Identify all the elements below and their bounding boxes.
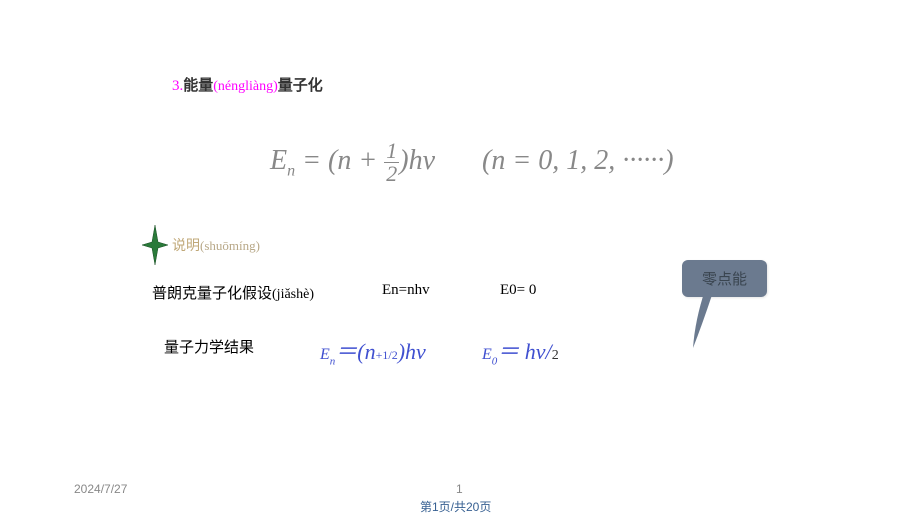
qm-label: 量子力学结果 xyxy=(164,336,254,357)
shuoming-text: 说明 xyxy=(172,239,200,254)
qm1-half: +1/2 xyxy=(376,348,398,362)
main-formula: En = (n + 12)hv (n = 0, 1, 2, ······) xyxy=(270,140,674,185)
qm1-E: E xyxy=(320,346,330,363)
slide: 3.能量(néngliàng)量子化 En = (n + 12)hv (n = … xyxy=(0,0,920,518)
qm2-hv: hv/ xyxy=(525,339,552,364)
callout-text: 零点能 xyxy=(702,272,747,288)
formula-close: ) xyxy=(399,145,408,176)
frac-num: 1 xyxy=(384,140,399,163)
qm1-hv: hv xyxy=(405,339,426,364)
formula-hv: hv xyxy=(409,145,435,176)
qm2-eq: ＝ xyxy=(497,339,525,364)
cond-open: ( xyxy=(482,145,491,176)
shuoming-label: 说明(shuōmíng) xyxy=(172,235,260,255)
qm2-E: E xyxy=(482,346,492,363)
cond-eq: = 0, 1, 2, ······ xyxy=(505,145,664,176)
formula-condition: (n = 0, 1, 2, ······) xyxy=(482,145,674,176)
qm1-close: ) xyxy=(398,339,405,364)
section-title: 3.能量(néngliàng)量子化 xyxy=(172,74,323,95)
qm1-eq: ＝( xyxy=(335,339,364,364)
frac-den: 2 xyxy=(384,163,399,185)
qm1-n: n xyxy=(365,339,376,364)
qm2-two: 2 xyxy=(552,348,559,363)
formula-fraction: 12 xyxy=(384,140,399,185)
section-number: 3. xyxy=(172,78,183,94)
planck-formula2: E0= 0 xyxy=(500,282,536,299)
qm-formula2: E0＝ hv/2 xyxy=(482,334,559,367)
formula-sub-n: n xyxy=(287,163,295,180)
title-part1: 能量 xyxy=(183,78,213,94)
formula-eq: = ( xyxy=(295,145,337,176)
cond-close: ) xyxy=(664,145,673,176)
formula-plus: + xyxy=(351,145,384,176)
title-part2: 量子化 xyxy=(278,78,323,94)
qm-formula1: En＝(n+1/2)hv xyxy=(320,334,426,367)
title-pinyin: (néngliàng) xyxy=(213,79,278,94)
footer-date: 2024/7/27 xyxy=(74,482,127,496)
footer-pageinfo: 第1页/共20页 xyxy=(420,498,491,515)
planck-label: 普朗克量子化假设 xyxy=(152,286,272,302)
formula-E: E xyxy=(270,145,287,176)
callout: 零点能 xyxy=(682,260,767,297)
planck-pinyin: (jiǎshè) xyxy=(272,287,314,302)
shuoming-pinyin: (shuōmíng) xyxy=(200,238,260,253)
planck-row: 普朗克量子化假设(jiǎshè) En=nhv E0= 0 xyxy=(152,282,652,303)
footer-pagenum: 1 xyxy=(456,482,463,496)
formula-n: n xyxy=(337,145,351,176)
callout-tail-icon xyxy=(690,290,720,353)
cond-n: n xyxy=(491,145,505,176)
star-icon xyxy=(142,225,168,265)
planck-formula1: En=nhv xyxy=(382,282,430,299)
